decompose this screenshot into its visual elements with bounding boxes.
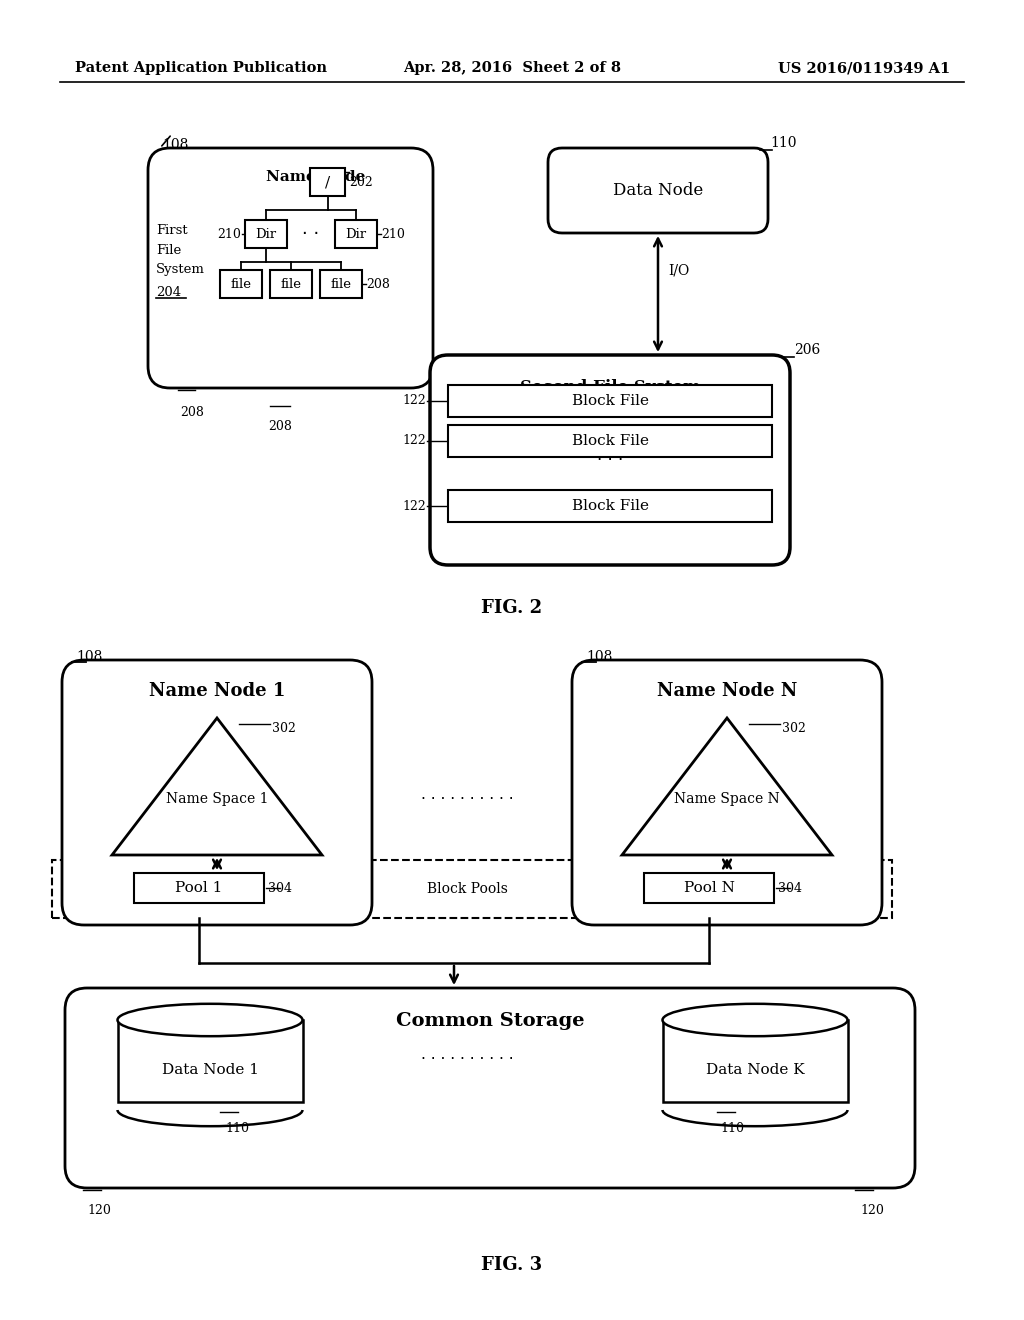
Text: Dir: Dir	[255, 227, 276, 240]
Text: 122: 122	[402, 499, 426, 512]
Text: 110: 110	[720, 1122, 744, 1135]
Text: Second File System: Second File System	[520, 379, 700, 396]
Bar	[118, 1020, 302, 1102]
Text: 202: 202	[349, 176, 373, 189]
Text: · ·: · ·	[302, 224, 319, 243]
Ellipse shape	[663, 1003, 848, 1036]
Bar	[134, 873, 264, 903]
Bar	[52, 861, 892, 917]
Text: 304: 304	[268, 882, 292, 895]
Bar	[449, 385, 772, 417]
FancyBboxPatch shape	[148, 148, 433, 388]
Bar	[449, 490, 772, 521]
Text: Name Node: Name Node	[266, 170, 366, 183]
Text: Dir: Dir	[345, 227, 367, 240]
Text: Block File: Block File	[571, 393, 648, 408]
Text: · · · · · · · · · ·: · · · · · · · · · ·	[421, 792, 513, 808]
Bar	[449, 425, 772, 457]
Text: Pool N: Pool N	[684, 880, 734, 895]
Text: 108: 108	[162, 139, 188, 152]
Text: file: file	[230, 277, 252, 290]
Text: Name Node 1: Name Node 1	[148, 682, 286, 700]
Text: 108: 108	[76, 649, 102, 664]
Text: FIG. 2: FIG. 2	[481, 599, 543, 616]
Text: file: file	[281, 277, 301, 290]
Text: 110: 110	[770, 136, 797, 150]
Text: /: /	[325, 176, 330, 189]
Text: 206: 206	[794, 343, 820, 356]
Text: file: file	[331, 277, 351, 290]
Text: 122: 122	[402, 395, 426, 408]
Text: 208: 208	[268, 420, 292, 433]
Text: 122: 122	[402, 434, 426, 447]
FancyBboxPatch shape	[430, 355, 790, 565]
Text: 304: 304	[778, 882, 802, 895]
Text: 110: 110	[225, 1122, 249, 1135]
Text: Data Node 1: Data Node 1	[162, 1063, 258, 1077]
Bar	[319, 271, 362, 298]
Text: Data Node: Data Node	[613, 182, 703, 199]
Text: 208: 208	[180, 407, 204, 418]
Bar	[245, 220, 287, 248]
Text: Name Space N: Name Space N	[674, 792, 780, 805]
Text: 120: 120	[87, 1204, 111, 1217]
Text: 204: 204	[156, 285, 181, 298]
Bar	[220, 271, 262, 298]
Text: Common Storage: Common Storage	[395, 1012, 585, 1030]
FancyBboxPatch shape	[65, 987, 915, 1188]
Text: Block Pools: Block Pools	[427, 882, 508, 896]
Text: File: File	[156, 243, 181, 256]
Text: Data Node K: Data Node K	[706, 1063, 804, 1077]
Text: FIG. 3: FIG. 3	[481, 1257, 543, 1274]
FancyBboxPatch shape	[572, 660, 882, 925]
Bar	[310, 168, 345, 195]
Text: Pool 1: Pool 1	[175, 880, 222, 895]
Text: I/O: I/O	[668, 263, 689, 277]
Text: · · ·: · · ·	[597, 451, 624, 469]
Text: Name Node N: Name Node N	[656, 682, 798, 700]
Text: 210: 210	[217, 227, 241, 240]
Bar	[644, 873, 774, 903]
FancyBboxPatch shape	[62, 660, 372, 925]
Text: First: First	[156, 223, 187, 236]
Ellipse shape	[118, 1003, 302, 1036]
Text: 302: 302	[272, 722, 296, 734]
Text: US 2016/0119349 A1: US 2016/0119349 A1	[778, 61, 950, 75]
Bar	[270, 271, 312, 298]
Text: Name Space 1: Name Space 1	[166, 792, 268, 805]
Text: Block File: Block File	[571, 499, 648, 513]
Text: 120: 120	[860, 1204, 884, 1217]
Text: Block File: Block File	[571, 434, 648, 447]
Text: Apr. 28, 2016  Sheet 2 of 8: Apr. 28, 2016 Sheet 2 of 8	[403, 61, 621, 75]
Text: 108: 108	[586, 649, 612, 664]
Text: 302: 302	[782, 722, 806, 734]
Text: System: System	[156, 264, 205, 276]
Bar	[335, 220, 377, 248]
Text: · · · · · · · · · ·: · · · · · · · · · ·	[421, 1052, 513, 1068]
Bar	[663, 1020, 848, 1102]
Text: 208: 208	[366, 277, 390, 290]
Text: 210: 210	[381, 227, 404, 240]
Text: Patent Application Publication: Patent Application Publication	[75, 61, 327, 75]
FancyBboxPatch shape	[548, 148, 768, 234]
